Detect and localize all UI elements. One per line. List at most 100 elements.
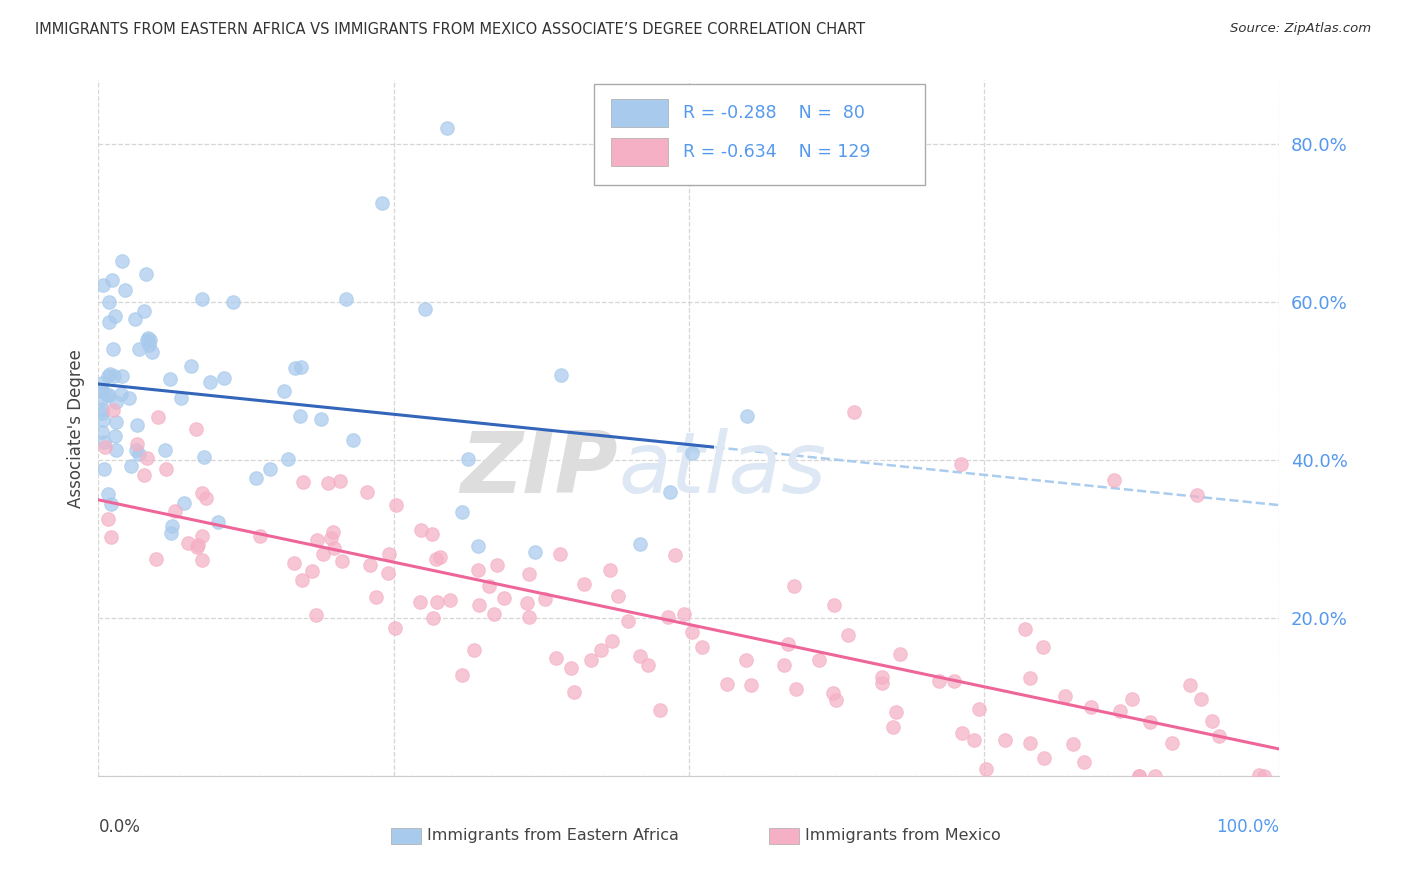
- Point: [785, 681, 807, 696]
- Point: [319, 531, 342, 545]
- Point: [97, 388, 120, 402]
- Point: [409, 595, 432, 609]
- Point: [284, 360, 307, 375]
- Point: [159, 372, 181, 386]
- Point: [884, 706, 907, 720]
- Point: [273, 384, 295, 399]
- Point: [290, 360, 312, 375]
- Point: [103, 368, 125, 383]
- Text: R = -0.288    N =  80: R = -0.288 N = 80: [683, 104, 865, 122]
- Text: Source: ZipAtlas.com: Source: ZipAtlas.com: [1230, 22, 1371, 36]
- Point: [134, 468, 156, 483]
- Point: [1189, 692, 1212, 706]
- Point: [91, 278, 114, 293]
- Point: [377, 566, 399, 580]
- Point: [384, 621, 406, 635]
- Point: [193, 450, 215, 465]
- Point: [425, 551, 447, 566]
- Point: [942, 674, 965, 689]
- Point: [823, 599, 845, 613]
- Point: [533, 592, 555, 607]
- Point: [111, 368, 134, 383]
- Point: [451, 668, 474, 682]
- Point: [467, 563, 489, 577]
- Point: [184, 422, 207, 436]
- Text: Immigrants from Mexico: Immigrants from Mexico: [804, 828, 1001, 843]
- Point: [378, 547, 401, 561]
- Point: [222, 295, 245, 310]
- Point: [135, 267, 157, 281]
- Point: [1253, 769, 1275, 783]
- Point: [163, 504, 186, 518]
- Point: [783, 578, 806, 592]
- Point: [259, 462, 281, 476]
- Point: [637, 658, 659, 673]
- Point: [111, 254, 134, 268]
- Point: [824, 692, 846, 706]
- Point: [186, 540, 208, 554]
- Point: [249, 529, 271, 543]
- Point: [335, 292, 357, 306]
- Point: [176, 535, 198, 549]
- Point: [138, 333, 160, 347]
- Point: [740, 678, 762, 692]
- Point: [1054, 690, 1077, 704]
- Point: [91, 406, 114, 420]
- Point: [160, 518, 183, 533]
- Point: [516, 596, 538, 610]
- Point: [1073, 756, 1095, 770]
- Point: [307, 533, 329, 547]
- Point: [169, 391, 191, 405]
- Point: [312, 547, 335, 561]
- Point: [1128, 769, 1150, 783]
- Point: [180, 359, 202, 373]
- Point: [409, 523, 432, 537]
- Point: [91, 425, 114, 439]
- Point: [1109, 704, 1132, 718]
- Point: [628, 648, 651, 663]
- Point: [135, 334, 157, 348]
- Point: [1014, 622, 1036, 636]
- Point: [889, 647, 911, 661]
- Point: [364, 590, 387, 604]
- Point: [949, 457, 972, 471]
- Point: [97, 369, 120, 384]
- Point: [190, 528, 212, 542]
- Point: [124, 443, 146, 458]
- Point: [191, 292, 214, 306]
- Point: [994, 733, 1017, 747]
- Text: R = -0.634    N = 129: R = -0.634 N = 129: [683, 143, 870, 161]
- Point: [97, 487, 120, 501]
- Point: [100, 497, 122, 511]
- Point: [1208, 729, 1230, 743]
- Text: IMMIGRANTS FROM EASTERN AFRICA VS IMMIGRANTS FROM MEXICO ASSOCIATE’S DEGREE CORR: IMMIGRANTS FROM EASTERN AFRICA VS IMMIGR…: [35, 22, 865, 37]
- Point: [136, 331, 159, 345]
- Point: [277, 451, 299, 466]
- Point: [681, 446, 703, 460]
- Point: [579, 652, 602, 666]
- Text: atlas: atlas: [619, 428, 827, 511]
- Point: [114, 283, 136, 297]
- Bar: [612, 99, 668, 127]
- Point: [1128, 769, 1150, 783]
- Point: [690, 640, 713, 654]
- Point: [439, 593, 461, 607]
- Point: [544, 651, 567, 665]
- Point: [110, 387, 132, 401]
- Point: [105, 442, 128, 457]
- Point: [134, 304, 156, 318]
- Point: [359, 558, 381, 572]
- Point: [148, 410, 170, 425]
- Point: [429, 550, 451, 565]
- Point: [967, 702, 990, 716]
- Point: [191, 553, 214, 567]
- Point: [457, 451, 479, 466]
- Point: [1018, 736, 1040, 750]
- Point: [194, 491, 217, 505]
- Point: [1080, 699, 1102, 714]
- Point: [413, 301, 436, 316]
- Point: [484, 607, 506, 621]
- Point: [118, 391, 141, 405]
- Point: [100, 530, 122, 544]
- Point: [96, 388, 118, 402]
